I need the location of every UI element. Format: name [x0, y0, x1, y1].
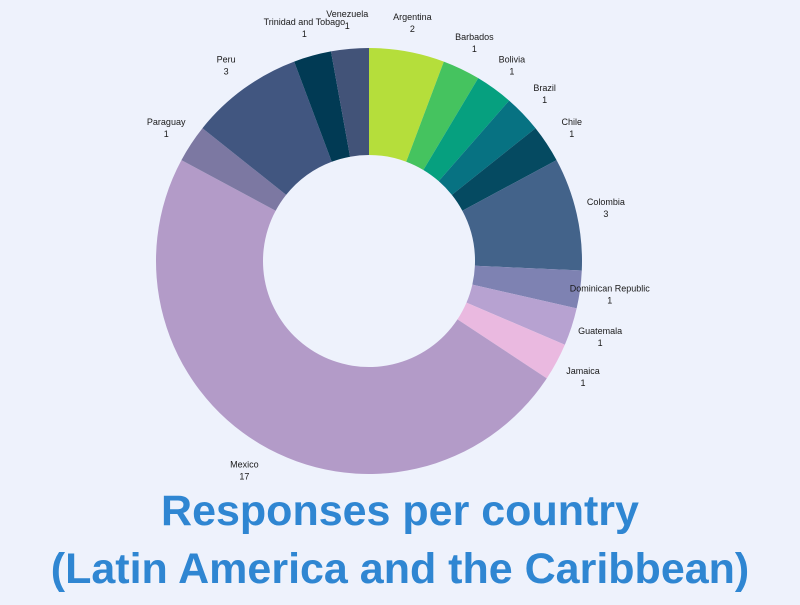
slice-label-dominican-republic: Dominican Republic 1: [570, 284, 651, 306]
slice-colombia: [462, 160, 582, 271]
slice-bolivia: [423, 78, 510, 182]
slice-jamaica: [457, 302, 565, 379]
slice-venezuela: [330, 48, 369, 157]
slice-label-peru: Peru 3: [217, 54, 236, 76]
slice-guatemala: [466, 284, 577, 345]
slice-label-guatemala: Guatemala 1: [578, 326, 622, 348]
slice-label-chile: Chile 1: [562, 117, 583, 139]
slice-label-venezuela: Venezuela 1: [326, 9, 368, 31]
slice-paraguay: [181, 128, 287, 211]
slice-mexico: [155, 160, 547, 475]
slice-label-brazil: Brazil 1: [533, 83, 556, 105]
slice-peru: [202, 61, 332, 195]
chart-title-line-2: (Latin America and the Caribbean): [50, 545, 750, 593]
slice-argentina: [369, 48, 444, 162]
slice-barbados: [406, 61, 479, 171]
slice-label-jamaica: Jamaica 1: [566, 366, 600, 388]
slice-label-colombia: Colombia 3: [587, 197, 625, 219]
slice-label-paraguay: Paraguay 1: [147, 117, 186, 139]
slice-label-trinidad-and-tobago: Trinidad and Tobago 1: [264, 17, 346, 39]
slice-brazil: [438, 100, 536, 195]
slice-trinidad-and-tobago: [294, 51, 351, 162]
chart-title-line-1: Responses per country: [161, 487, 639, 535]
slice-label-argentina: Argentina 2: [393, 12, 432, 34]
slice-label-bolivia: Bolivia 1: [499, 54, 526, 76]
slice-dominican-republic: [472, 265, 582, 309]
slice-label-mexico: Mexico 17: [230, 460, 259, 482]
slice-chile: [451, 128, 557, 211]
slice-label-barbados: Barbados 1: [455, 32, 494, 54]
